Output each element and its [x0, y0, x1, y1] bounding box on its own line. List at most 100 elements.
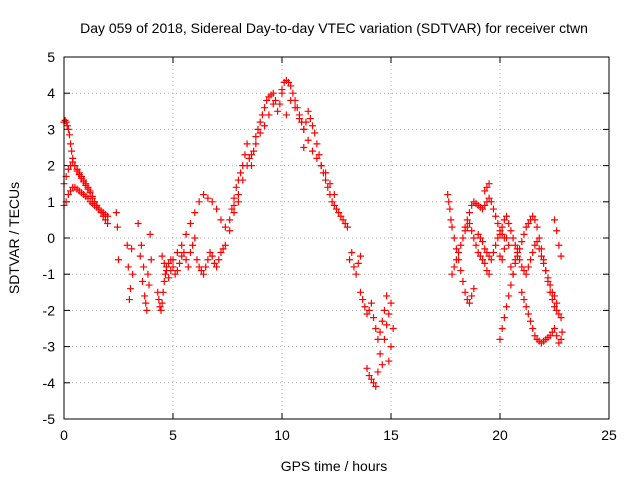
data-point	[524, 263, 532, 271]
data-point	[180, 248, 188, 256]
data-point	[197, 267, 205, 275]
data-point	[186, 248, 194, 256]
data-point	[557, 314, 565, 322]
data-point	[452, 245, 460, 253]
data-point	[553, 299, 561, 307]
data-point	[496, 335, 504, 343]
data-point	[176, 259, 184, 267]
data-point	[463, 296, 471, 304]
data-point	[378, 361, 386, 369]
data-point	[380, 306, 388, 314]
data-point	[350, 263, 358, 271]
data-point	[112, 209, 120, 217]
data-point	[367, 299, 375, 307]
data-point	[228, 205, 236, 213]
data-point	[468, 227, 476, 235]
data-point	[474, 230, 482, 238]
data-point	[178, 241, 186, 249]
data-point	[322, 176, 330, 184]
data-point	[337, 212, 345, 220]
data-point	[287, 82, 295, 90]
data-point	[193, 256, 201, 264]
data-point	[295, 115, 303, 123]
data-point	[65, 131, 73, 139]
data-point	[522, 223, 530, 231]
data-point	[459, 277, 467, 285]
data-point	[487, 198, 495, 206]
data-point	[278, 86, 286, 94]
data-point	[309, 147, 317, 155]
y-tick-label: 4	[47, 85, 55, 101]
data-point	[485, 270, 493, 278]
data-point	[531, 332, 539, 340]
data-point	[376, 350, 384, 358]
data-point	[348, 248, 356, 256]
data-point	[518, 263, 526, 271]
data-point	[256, 118, 264, 126]
data-point	[553, 306, 561, 314]
data-point	[479, 205, 487, 213]
data-point	[461, 288, 469, 296]
chart-title: Day 059 of 2018, Sidereal Day-to-day VTE…	[80, 20, 588, 36]
x-axis-label: GPS time / hours	[281, 458, 388, 474]
data-point	[263, 96, 271, 104]
data-point	[200, 270, 208, 278]
data-point	[533, 223, 541, 231]
data-point	[385, 357, 393, 365]
data-point	[555, 339, 563, 347]
data-point	[195, 263, 203, 271]
data-point	[483, 183, 491, 191]
data-point	[365, 306, 373, 314]
data-point	[142, 299, 150, 307]
data-point	[169, 256, 177, 264]
data-point	[156, 303, 164, 311]
data-point	[472, 241, 480, 249]
data-point	[140, 263, 148, 271]
data-point	[191, 234, 199, 242]
data-point	[269, 100, 277, 108]
data-point	[300, 125, 308, 133]
data-point	[143, 306, 151, 314]
data-point	[546, 281, 554, 289]
data-point	[354, 259, 362, 267]
data-point	[518, 288, 526, 296]
data-point	[500, 245, 508, 253]
data-point	[470, 234, 478, 242]
data-point	[252, 140, 260, 148]
data-point	[258, 111, 266, 119]
data-point	[230, 209, 238, 217]
data-point	[551, 303, 558, 311]
data-point	[481, 187, 489, 195]
data-point	[479, 256, 487, 264]
data-point	[352, 270, 360, 278]
y-tick-label: -1	[43, 266, 56, 282]
data-point	[155, 296, 163, 304]
y-tick-label: -3	[43, 339, 56, 355]
data-point	[513, 245, 521, 253]
data-point	[374, 368, 382, 376]
data-point	[77, 172, 85, 180]
data-point	[520, 296, 528, 304]
data-point	[520, 230, 528, 238]
data-point	[509, 270, 517, 278]
data-point	[498, 256, 506, 264]
x-tick-label: 10	[274, 427, 290, 443]
data-point	[134, 220, 142, 228]
data-point	[548, 328, 556, 336]
data-point	[479, 238, 487, 246]
data-point	[370, 314, 378, 322]
data-point	[356, 252, 364, 260]
data-point	[64, 165, 72, 173]
data-point	[555, 241, 563, 249]
data-point	[158, 252, 166, 260]
data-point	[339, 216, 347, 224]
data-point	[529, 248, 537, 256]
data-point	[507, 227, 515, 235]
data-point	[533, 238, 541, 246]
data-point	[507, 263, 515, 271]
data-point	[69, 158, 77, 166]
data-point	[465, 220, 473, 228]
data-point	[476, 252, 484, 260]
data-point	[157, 306, 165, 314]
data-point	[75, 169, 83, 177]
